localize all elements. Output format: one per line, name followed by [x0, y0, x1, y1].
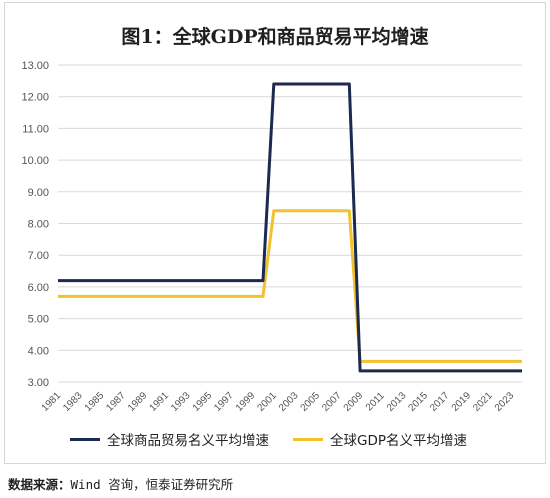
source-text: Wind 咨询，恒泰证券研究所 — [70, 477, 234, 492]
y-tick-label: 4.00 — [28, 345, 49, 357]
y-tick-label: 3.00 — [28, 377, 49, 389]
x-tick: 2021 — [471, 390, 495, 414]
x-tick-label: 2023 — [493, 390, 517, 414]
y-tick-label: 12.00 — [21, 92, 49, 104]
x-tick: 1997 — [212, 390, 236, 414]
x-tick-label: 1989 — [126, 390, 150, 414]
series-lines — [58, 82, 522, 373]
x-tick: 2019 — [450, 390, 474, 414]
x-tick-label: 1987 — [104, 390, 128, 414]
y-tick-label: 11.00 — [22, 123, 49, 135]
x-tick: 1999 — [234, 390, 258, 414]
x-tick-label: 2019 — [450, 390, 474, 414]
series-line-1 — [58, 209, 522, 363]
x-tick: 1993 — [169, 390, 193, 414]
x-tick: 2011 — [364, 390, 387, 413]
x-tick-label: 1981 — [40, 390, 64, 414]
x-tick-label: 1991 — [148, 390, 172, 414]
x-tick: 1983 — [61, 390, 85, 414]
x-tick-label: 2017 — [428, 390, 452, 414]
y-tick-label: 8.00 — [28, 219, 49, 231]
y-tick-label: 5.00 — [28, 314, 49, 326]
x-tick: 1987 — [104, 390, 128, 414]
x-tick-label: 2011 — [364, 390, 387, 413]
x-tick: 2017 — [428, 390, 452, 414]
y-tick-label: 7.00 — [28, 250, 49, 262]
x-tick: 2007 — [320, 390, 344, 414]
x-tick: 2015 — [406, 390, 430, 414]
x-tick: 1985 — [83, 390, 107, 414]
y-tick-label: 13.00 — [21, 60, 49, 72]
legend-item-trade: 全球商品贸易名义平均增速 — [70, 429, 269, 449]
x-tick-label: 1993 — [169, 390, 193, 414]
x-tick-label: 1997 — [212, 390, 236, 414]
y-tick-label: 9.00 — [28, 187, 49, 199]
x-tick: 2013 — [385, 390, 409, 414]
legend-label-gdp: 全球GDP名义平均增速 — [330, 433, 467, 449]
x-tick-label: 2007 — [320, 390, 344, 414]
x-tick-label: 1983 — [61, 390, 85, 414]
legend-label-trade: 全球商品贸易名义平均增速 — [107, 433, 269, 449]
y-tick-label: 6.00 — [28, 282, 49, 294]
x-tick-label: 2005 — [299, 390, 323, 414]
x-tick-label: 1985 — [83, 390, 107, 414]
x-tick-label: 2009 — [342, 390, 366, 414]
x-axis-ticks: 1981198319851987198919911993199519971999… — [40, 390, 517, 414]
chart-frame — [4, 2, 546, 464]
legend-swatch-trade — [70, 437, 100, 441]
x-tick: 1989 — [126, 390, 150, 414]
chart-title: 图1：全球GDP和商品贸易平均增速 — [121, 26, 429, 48]
legend-item-gdp: 全球GDP名义平均增速 — [293, 429, 467, 449]
y-axis-ticks: 3.00 4.00 5.00 6.00 7.00 8.00 9.00 10.00 11.00 12… — [21, 60, 49, 389]
x-tick: 2023 — [493, 390, 517, 414]
x-tick: 2009 — [342, 390, 366, 414]
legend: 全球商品贸易名义平均增速 全球GDP名义平均增速 — [70, 428, 510, 450]
x-tick-label: 2003 — [277, 390, 301, 414]
series-line-0 — [58, 82, 522, 373]
x-tick-label: 2001 — [255, 390, 279, 414]
x-tick-label: 2021 — [471, 390, 495, 414]
x-tick-label: 2015 — [406, 390, 430, 414]
x-tick: 1991 — [148, 390, 172, 414]
x-tick-label: 1995 — [191, 390, 215, 414]
x-tick: 2005 — [299, 390, 323, 414]
source-label: 数据来源： — [8, 477, 71, 492]
x-tick-label: 2013 — [385, 390, 409, 414]
legend-swatch-gdp — [293, 437, 323, 441]
gridlines — [58, 64, 522, 383]
source-note: 数据来源：Wind 咨询，恒泰证券研究所 — [8, 474, 233, 493]
x-tick: 2001 — [255, 390, 279, 414]
y-tick-label: 10.00 — [21, 155, 49, 167]
x-tick-label: 1999 — [234, 390, 258, 414]
x-tick: 1995 — [191, 390, 215, 414]
x-tick: 2003 — [277, 390, 301, 414]
x-tick: 1981 — [40, 390, 64, 414]
